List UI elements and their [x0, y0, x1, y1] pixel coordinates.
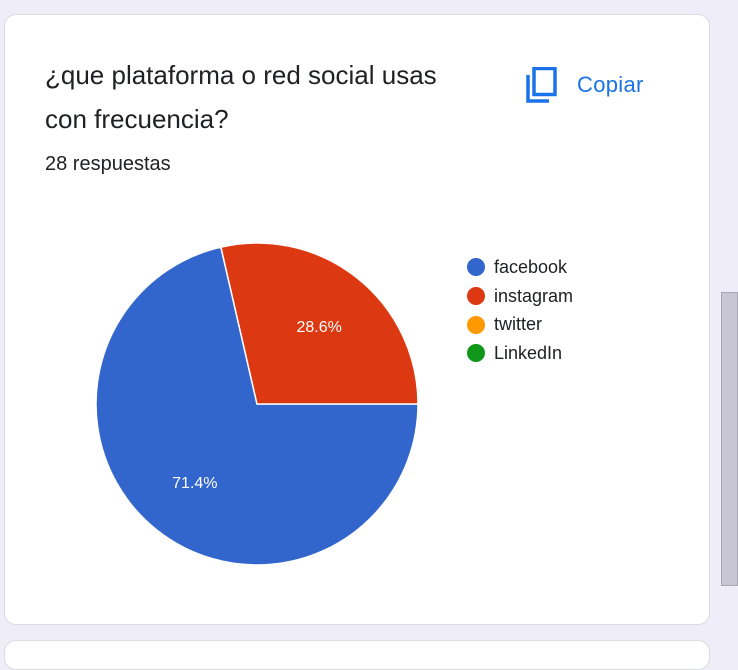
legend-item-twitter: twitter	[467, 310, 573, 339]
legend-swatch	[467, 258, 485, 277]
summary-card: ¿que plataforma o red social usas con fr…	[4, 14, 710, 625]
pie-chart: 71.4% 28.6%	[95, 242, 419, 566]
legend-swatch	[467, 344, 485, 363]
response-count: 28 respuestas	[45, 153, 171, 175]
copy-button[interactable]: Copiar	[525, 65, 644, 105]
legend-label: instagram	[494, 285, 574, 306]
legend-label: LinkedIn	[494, 342, 563, 363]
pie-data-label-facebook: 71.4%	[172, 475, 217, 492]
pie-slice-instagram	[219, 242, 419, 405]
pie-data-label-instagram: 28.6%	[296, 319, 341, 336]
question-title: ¿que plataforma o red social usas con fr…	[45, 60, 437, 134]
legend-label: twitter	[494, 314, 543, 335]
pie-slice-facebook	[95, 246, 419, 566]
copy-icon	[526, 67, 557, 103]
next-card	[4, 640, 710, 670]
copy-button-label: Copiar	[577, 72, 644, 97]
legend-item-linkedin: LinkedIn	[467, 339, 573, 368]
legend-swatch	[467, 287, 485, 306]
scrollbar-thumb[interactable]	[721, 292, 738, 586]
legend-label: facebook	[494, 256, 568, 277]
legend-swatch	[467, 315, 485, 334]
legend-item-instagram: instagram	[467, 282, 573, 311]
chart-legend: facebook instagram twitter LinkedIn	[467, 253, 573, 368]
legend-item-facebook: facebook	[467, 253, 573, 282]
